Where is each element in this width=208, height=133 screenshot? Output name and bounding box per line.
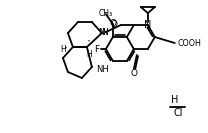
Text: ,,: ,, — [64, 43, 68, 49]
Text: NH: NH — [96, 65, 109, 74]
Text: CH₃: CH₃ — [99, 9, 113, 18]
Text: O: O — [109, 18, 116, 28]
Text: O: O — [110, 20, 117, 29]
Text: F: F — [94, 45, 99, 53]
Text: H: H — [171, 95, 178, 105]
Text: N: N — [144, 20, 151, 30]
Text: N: N — [99, 28, 105, 37]
Text: '': '' — [87, 40, 90, 45]
Text: H: H — [86, 49, 92, 59]
Text: O: O — [130, 69, 137, 78]
Text: Cl: Cl — [173, 108, 183, 118]
Text: COOH: COOH — [178, 39, 202, 47]
Text: H: H — [60, 45, 66, 53]
Text: N: N — [102, 28, 108, 37]
